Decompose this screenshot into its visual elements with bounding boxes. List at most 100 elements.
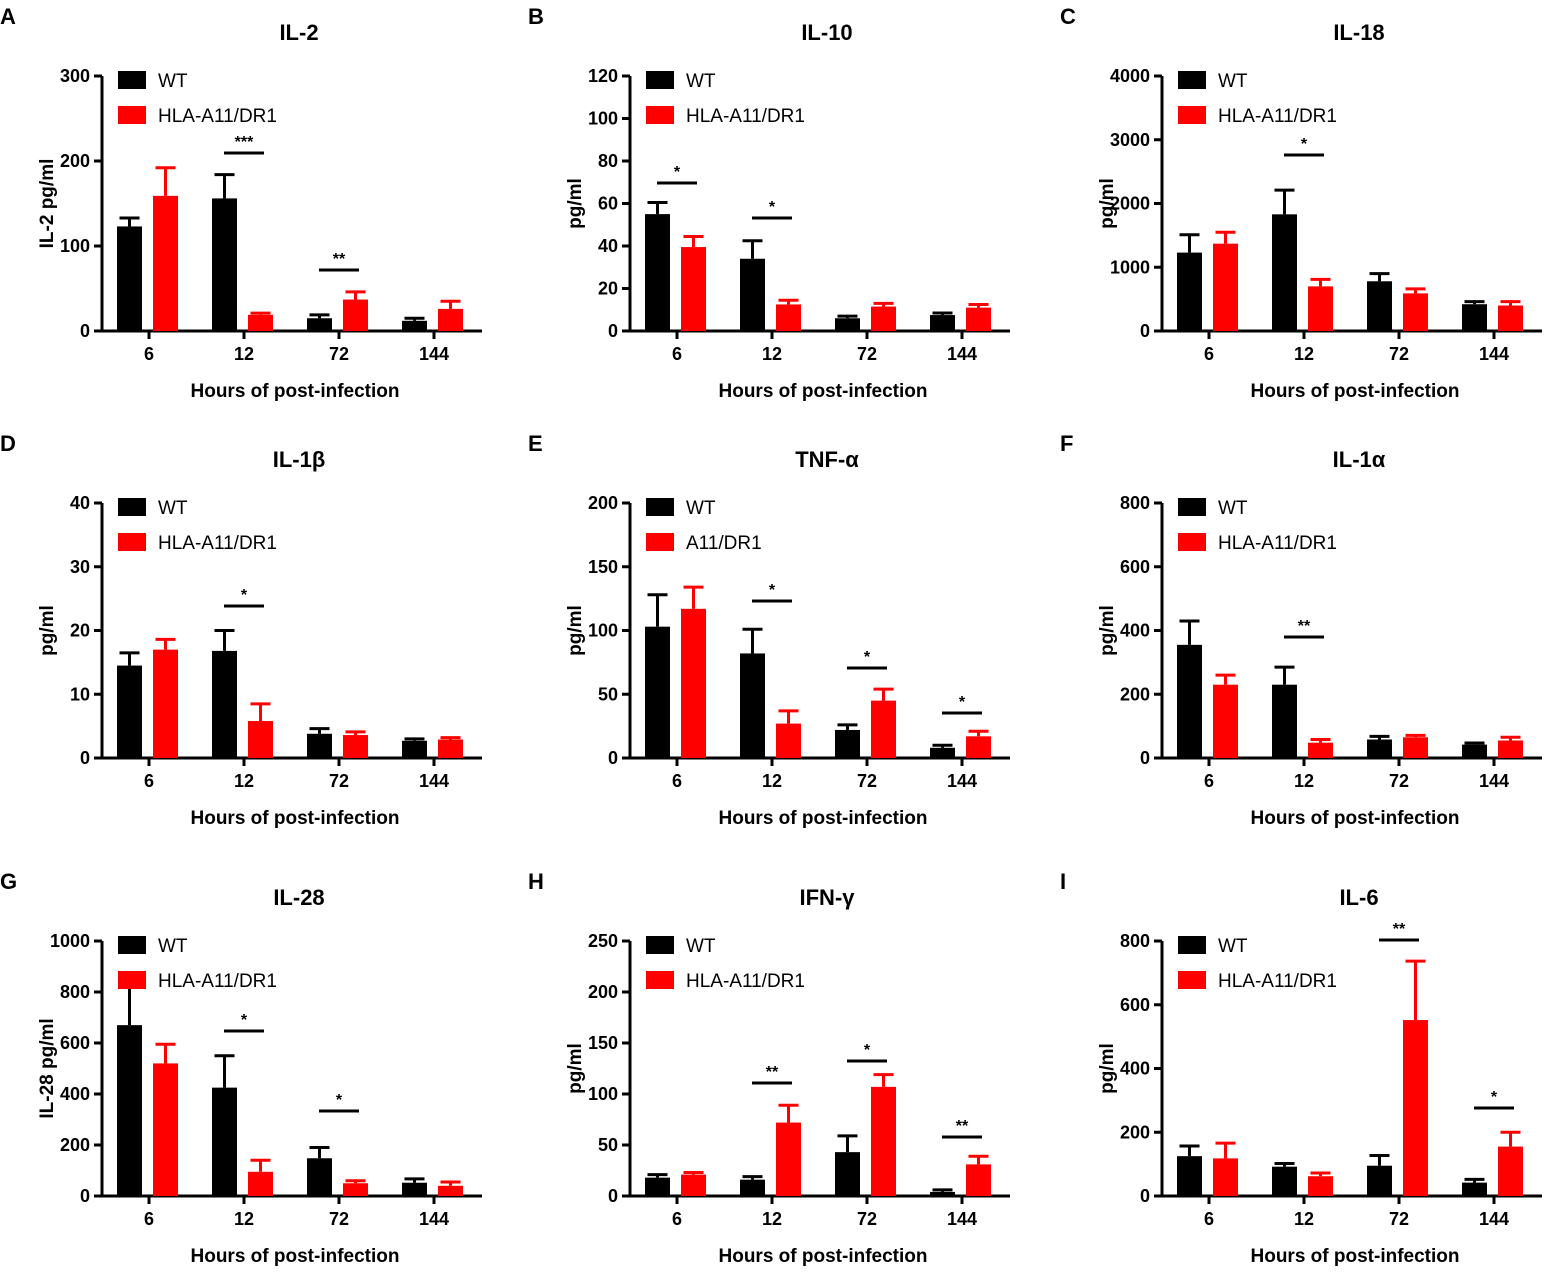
y-tick-label: 200 xyxy=(1120,1122,1150,1142)
bar-hla-6 xyxy=(1213,1158,1238,1196)
bar-wt-12 xyxy=(740,1179,765,1196)
legend-label: WT xyxy=(1218,936,1248,957)
legend-swatch-wt xyxy=(1178,71,1206,89)
y-tick-label: 4000 xyxy=(1110,66,1150,86)
y-tick-label: 40 xyxy=(70,493,90,513)
bar-hla-12 xyxy=(1308,286,1333,331)
x-tick-label: 144 xyxy=(947,1209,977,1229)
y-tick-label: 0 xyxy=(1140,321,1150,341)
significance-label: * xyxy=(336,1092,343,1109)
bar-hla-72 xyxy=(871,1086,896,1196)
y-tick-label: 400 xyxy=(1120,621,1150,641)
x-axis-title: Hours of post-infection xyxy=(191,1246,400,1267)
significance-label: *** xyxy=(235,134,254,151)
x-axis-title: Hours of post-infection xyxy=(191,808,400,829)
y-tick-label: 100 xyxy=(588,1084,618,1104)
bar-hla-144 xyxy=(438,739,463,758)
bar-wt-144 xyxy=(1462,1182,1487,1196)
bar-hla-72 xyxy=(1403,293,1428,331)
bar-hla-6 xyxy=(153,649,178,758)
y-tick-label: 400 xyxy=(1120,1059,1150,1079)
legend-swatch-wt xyxy=(646,936,674,954)
bar-hla-144 xyxy=(1498,740,1523,758)
x-tick-label: 6 xyxy=(1204,771,1214,791)
y-tick-label: 800 xyxy=(60,982,90,1002)
y-axis-title: IL-28 pg/ml xyxy=(37,1018,58,1118)
x-tick-label: 144 xyxy=(419,771,449,791)
chart-title: IL-28 xyxy=(273,885,324,910)
panel-letter: H xyxy=(528,869,544,894)
legend-swatch-hla xyxy=(118,106,146,124)
y-tick-label: 0 xyxy=(608,321,618,341)
significance-label: ** xyxy=(956,1118,969,1135)
legend-label: HLA-A11/DR1 xyxy=(1218,971,1337,992)
bar-wt-12 xyxy=(1272,684,1297,758)
legend-swatch-hla xyxy=(646,106,674,124)
y-tick-label: 80 xyxy=(598,151,618,171)
x-tick-label: 72 xyxy=(857,1209,877,1229)
bar-hla-72 xyxy=(1403,737,1428,758)
significance-label: * xyxy=(1491,1089,1498,1106)
significance-label: * xyxy=(241,1012,248,1029)
significance-label: * xyxy=(769,199,776,216)
legend-label: HLA-A11/DR1 xyxy=(158,533,277,554)
bar-wt-72 xyxy=(1367,739,1392,758)
legend-label: WT xyxy=(158,936,188,957)
bar-wt-72 xyxy=(307,1158,332,1196)
y-tick-label: 1000 xyxy=(50,931,90,951)
legend-swatch-wt xyxy=(118,498,146,516)
legend-swatch-wt xyxy=(118,71,146,89)
x-tick-label: 6 xyxy=(672,1209,682,1229)
y-tick-label: 20 xyxy=(598,279,618,299)
bar-hla-144 xyxy=(1498,1146,1523,1196)
x-axis-title: Hours of post-infection xyxy=(1251,808,1460,829)
legend-swatch-hla xyxy=(118,533,146,551)
y-tick-label: 200 xyxy=(1120,684,1150,704)
y-tick-label: 2000 xyxy=(1110,194,1150,214)
y-tick-label: 400 xyxy=(60,1084,90,1104)
bar-wt-72 xyxy=(1367,1165,1392,1196)
y-tick-label: 40 xyxy=(598,236,618,256)
legend-label: HLA-A11/DR1 xyxy=(1218,106,1337,127)
chart-title: IL-6 xyxy=(1339,885,1378,910)
chart-title: IL-18 xyxy=(1333,20,1384,45)
bar-wt-144 xyxy=(930,747,955,758)
bar-wt-12 xyxy=(740,653,765,758)
significance-label: ** xyxy=(333,251,346,268)
chart-title: IFN-γ xyxy=(800,885,856,910)
x-tick-label: 12 xyxy=(1294,1209,1314,1229)
x-axis-title: Hours of post-infection xyxy=(1251,381,1460,402)
y-tick-label: 800 xyxy=(1120,493,1150,513)
x-tick-label: 6 xyxy=(144,1209,154,1229)
panel-letter: C xyxy=(1060,4,1076,29)
x-tick-label: 6 xyxy=(1204,1209,1214,1229)
bar-wt-6 xyxy=(117,665,142,758)
chart-panel-f: F IL-1α 0 200 400 600 800 pg/ml Hours of post-in… xyxy=(1060,431,1542,829)
x-tick-label: 144 xyxy=(1479,771,1509,791)
legend-label: WT xyxy=(158,498,188,519)
x-tick-label: 144 xyxy=(1479,344,1509,364)
legend-swatch-wt xyxy=(1178,936,1206,954)
x-axis-title: Hours of post-infection xyxy=(719,808,928,829)
bar-hla-12 xyxy=(248,314,273,331)
bar-wt-6 xyxy=(117,1025,142,1196)
legend-label: WT xyxy=(1218,498,1248,519)
x-tick-label: 72 xyxy=(857,344,877,364)
bar-hla-6 xyxy=(681,247,706,331)
x-tick-label: 6 xyxy=(1204,344,1214,364)
x-axis-title: Hours of post-infection xyxy=(191,381,400,402)
bar-hla-6 xyxy=(153,1063,178,1196)
bar-wt-6 xyxy=(1177,644,1202,758)
y-tick-label: 120 xyxy=(588,66,618,86)
x-tick-label: 12 xyxy=(234,1209,254,1229)
bar-wt-144 xyxy=(1462,304,1487,331)
bar-wt-12 xyxy=(212,1087,237,1196)
x-tick-label: 12 xyxy=(1294,771,1314,791)
y-tick-label: 100 xyxy=(60,236,90,256)
legend-label: WT xyxy=(158,71,188,92)
bar-hla-12 xyxy=(1308,1176,1333,1196)
bar-hla-72 xyxy=(343,299,368,331)
x-axis-title: Hours of post-infection xyxy=(719,381,928,402)
y-tick-label: 200 xyxy=(60,151,90,171)
